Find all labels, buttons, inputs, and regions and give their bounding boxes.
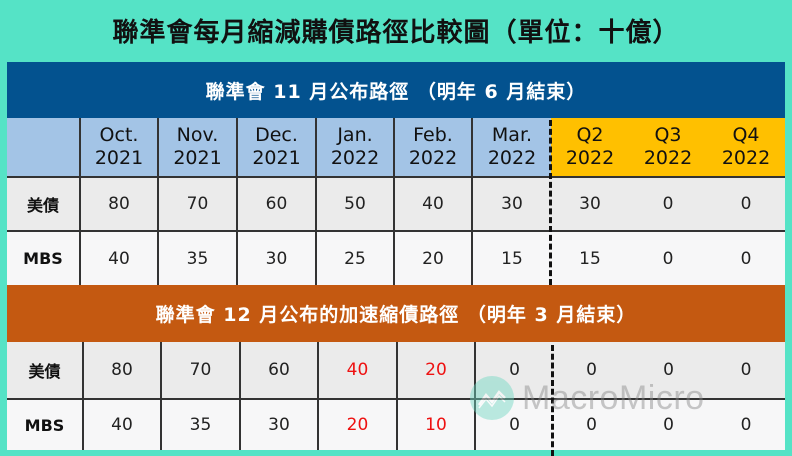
value-cell: 50 [317,178,395,230]
value-cell: 30 [241,400,319,450]
value-cell: 0 [629,178,707,230]
value-cell: 40 [81,232,159,285]
value-cell-highlighted: 10 [398,400,476,450]
row-label: 美債 [7,178,81,230]
value-cell: 20 [395,232,473,285]
value-cell: 0 [707,178,785,230]
table-row: 美債 80 70 60 50 40 30 30 0 0 [7,176,785,230]
value-cell: 25 [317,232,395,285]
value-cell: 0 [707,232,785,285]
value-cell: 0 [629,232,707,285]
value-cell: 70 [159,178,238,230]
column-header: Feb. 2022 [395,118,473,176]
value-cell: 0 [707,342,785,398]
value-cell: 60 [238,178,317,230]
column-header-row: Oct. 2021 Nov. 2021 Dec. 2021 Jan. 2022 Feb.… [7,118,785,176]
value-cell: 35 [159,232,238,285]
value-cell: 0 [630,400,707,450]
value-cell-highlighted: 20 [398,342,476,398]
row-label: MBS [7,400,84,450]
row-label: 美債 [7,342,84,398]
column-header: Mar. 2022 [473,118,551,176]
value-cell: 0 [630,342,707,398]
page-title: 聯準會每月縮減購債路徑比較圖（單位：十億） [112,17,680,48]
column-header: Dec. 2021 [238,118,317,176]
value-cell: 0 [553,400,630,450]
value-cell: 80 [84,342,162,398]
value-cell: 0 [707,400,785,450]
table-row: MBS 40 35 30 20 10 0 0 0 0 [7,398,785,450]
value-cell: 70 [162,342,241,398]
plan-end-divider [551,345,554,456]
table-row: MBS 40 35 30 25 20 15 15 0 0 [7,230,785,285]
value-cell: 15 [473,232,551,285]
value-cell: 0 [553,342,630,398]
value-cell: 40 [84,400,162,450]
column-header-quarter: Q4 2022 [707,118,785,176]
value-cell: 30 [551,178,629,230]
value-cell: 80 [81,178,159,230]
corner-cell [7,118,81,176]
value-cell: 30 [473,178,551,230]
column-header-quarter: Q3 2022 [629,118,707,176]
table-row: 美債 80 70 60 40 20 0 0 0 0 [7,342,785,398]
value-cell-highlighted: 20 [319,400,398,450]
december-plan-heading: 聯準會 12 月公布的加速縮債路徑 （明年 3 月結束） [7,285,785,342]
value-cell-highlighted: 40 [319,342,398,398]
column-header: Oct. 2021 [81,118,159,176]
plan-end-divider [549,120,552,285]
value-cell: 0 [476,400,553,450]
value-cell: 30 [238,232,317,285]
value-cell: 35 [162,400,241,450]
column-header-quarter: Q2 2022 [551,118,629,176]
column-header: Nov. 2021 [159,118,238,176]
value-cell: 15 [551,232,629,285]
row-label: MBS [7,232,81,285]
value-cell: 60 [241,342,319,398]
column-header: Jan. 2022 [317,118,395,176]
november-plan-heading: 聯準會 11 月公布路徑 （明年 6 月結束） [7,62,785,118]
value-cell: 40 [395,178,473,230]
value-cell: 0 [476,342,553,398]
